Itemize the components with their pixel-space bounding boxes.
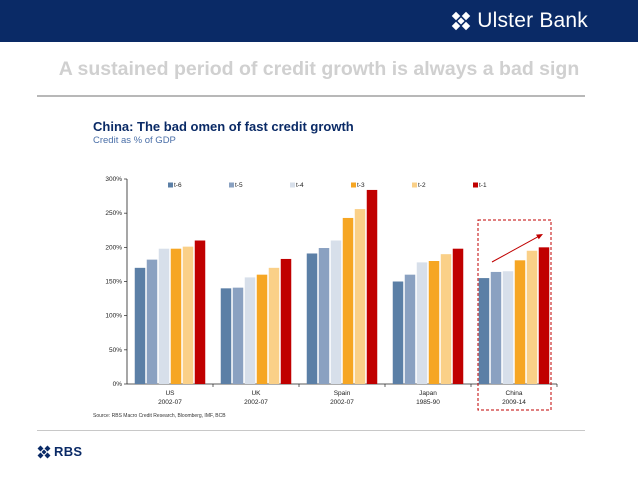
bar-japan-t-6: [392, 281, 404, 384]
china-highlight-box: [477, 219, 552, 411]
legend-swatch-t-3: [351, 182, 356, 188]
bar-china-t-5: [490, 271, 502, 384]
x-tick-label: Japan: [419, 390, 437, 397]
x-tick-label: US: [165, 390, 175, 397]
bar-uk-t-5: [232, 287, 244, 384]
header-bar: Ulster Bank: [0, 0, 638, 42]
legend-swatch-t-4: [290, 182, 295, 188]
bar-japan-t-4: [416, 262, 428, 384]
bar-china-t-2: [526, 250, 538, 384]
x-tick-period-label: 1985-90: [416, 399, 440, 406]
legend-label-t-3: t-3: [357, 182, 365, 189]
y-tick-label: 200%: [105, 244, 122, 251]
trend-arrow-line: [491, 235, 540, 263]
bar-uk-t-3: [256, 274, 268, 384]
y-tick-label: 250%: [105, 210, 122, 217]
bar-uk-t-1: [280, 258, 292, 384]
y-tick-label: 300%: [105, 176, 122, 183]
y-tick-label: 150%: [105, 279, 122, 286]
bar-us-t-6: [134, 267, 146, 384]
x-tick-label: UK: [251, 390, 261, 397]
legend-label-t-5: t-5: [235, 182, 243, 189]
bar-spain-t-1: [366, 189, 378, 384]
footer-divider: [37, 430, 585, 431]
bar-us-t-4: [158, 248, 170, 384]
legend-label-t-6: t-6: [174, 182, 182, 189]
bar-japan-t-5: [404, 274, 416, 384]
chart-subtitle: Credit as % of GDP: [93, 135, 176, 146]
chart-title: China: The bad omen of fast credit growt…: [93, 119, 354, 134]
brand-logo[interactable]: Ulster Bank: [451, 7, 588, 35]
bar-china-t-1: [538, 247, 550, 384]
y-tick-label: 0%: [113, 381, 123, 388]
x-tick-period-label: 2002-07: [330, 399, 354, 406]
y-tick-label: 100%: [105, 313, 122, 320]
brand-name: Ulster Bank: [477, 9, 588, 32]
y-tick-label: 50%: [109, 347, 122, 354]
divider: [37, 95, 585, 97]
bar-spain-t-6: [306, 253, 318, 384]
legend-swatch-t-5: [229, 182, 234, 188]
bar-us-t-5: [146, 259, 158, 384]
legend-label-t-4: t-4: [296, 182, 304, 189]
daisy-wheel-icon: [452, 11, 471, 31]
bar-china-t-4: [502, 271, 514, 384]
slide-headline: A sustained period of credit growth is a…: [58, 58, 580, 80]
legend-swatch-t-2: [412, 182, 417, 188]
daisy-wheel-icon: [37, 445, 51, 458]
chart-source: Source: RBS Macro Credit Research, Bloom…: [93, 413, 226, 419]
x-tick-period-label: 2009-14: [502, 399, 526, 406]
bar-us-t-3: [170, 248, 182, 384]
bar-us-t-2: [182, 246, 194, 384]
legend-label-t-2: t-2: [418, 182, 426, 189]
bar-spain-t-2: [354, 209, 366, 384]
bar-china-t-6: [478, 278, 490, 384]
bar-uk-t-2: [268, 267, 280, 384]
bar-japan-t-2: [440, 254, 452, 384]
legend-swatch-t-6: [168, 182, 173, 188]
footer-logo[interactable]: RBS: [37, 444, 82, 459]
x-tick-period-label: 2002-07: [244, 399, 268, 406]
x-tick-label: China: [506, 390, 523, 397]
bar-us-t-1: [194, 240, 206, 384]
bar-spain-t-3: [342, 217, 354, 384]
legend-label-t-1: t-1: [479, 182, 487, 189]
trend-arrow-head: [536, 234, 543, 240]
footer-logo-text: RBS: [54, 444, 83, 459]
bar-uk-t-4: [244, 277, 256, 384]
bar-uk-t-6: [220, 288, 232, 384]
bar-spain-t-4: [330, 240, 342, 384]
x-tick-period-label: 2002-07: [158, 399, 182, 406]
legend-swatch-t-1: [473, 182, 478, 188]
bar-japan-t-3: [428, 261, 440, 384]
bar-japan-t-1: [452, 248, 464, 384]
bar-spain-t-5: [318, 248, 330, 384]
bar-china-t-3: [514, 260, 526, 384]
x-tick-label: Spain: [334, 390, 351, 397]
